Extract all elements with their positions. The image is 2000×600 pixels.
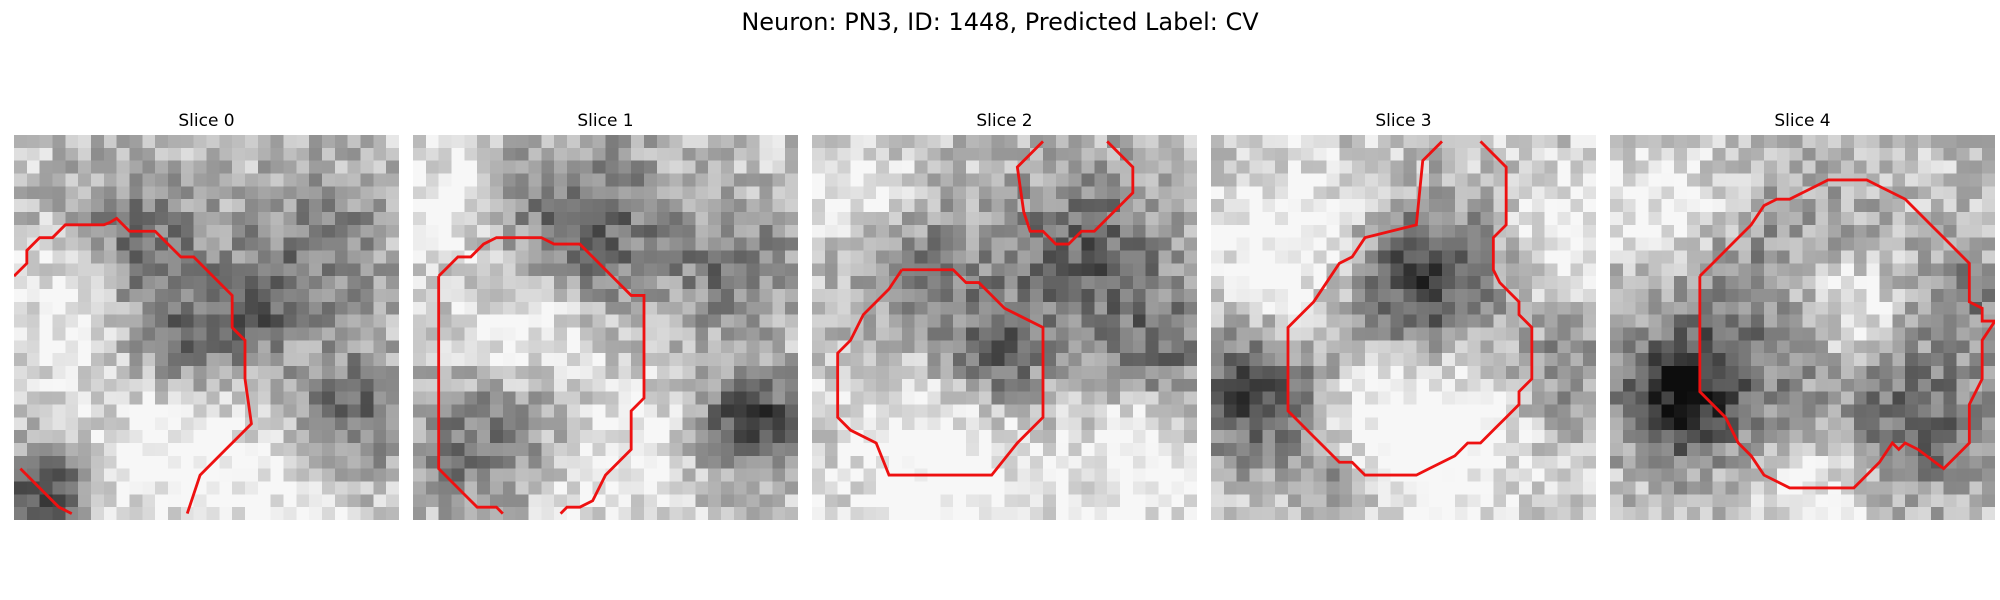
- slice-title: Slice 3: [1375, 111, 1432, 131]
- segmentation-contour: [437, 276, 504, 515]
- micrograph-canvas: [1211, 135, 1596, 520]
- slice-panel-3: Slice 3: [1211, 110, 1596, 520]
- micrograph-canvas: [14, 135, 399, 520]
- slice-panel-0: Slice 0: [14, 110, 399, 520]
- segmentation-contour: [836, 268, 1045, 477]
- slice-panel-2: Slice 2: [812, 110, 1197, 520]
- segmentation-contour: [1698, 178, 1995, 323]
- slice-image: [413, 135, 798, 520]
- segmentation-contour: [437, 236, 646, 515]
- segmentation-contour: [1286, 140, 1534, 477]
- slice-title: Slice 1: [577, 111, 634, 131]
- slice-image: [14, 135, 399, 520]
- micrograph-canvas: [413, 135, 798, 520]
- segmentation-contour: [19, 467, 73, 515]
- slice-title: Slice 0: [178, 111, 235, 131]
- micrograph-canvas: [812, 135, 1197, 520]
- slice-image: [812, 135, 1197, 520]
- micrograph-canvas: [1610, 135, 1995, 520]
- slice-title: Slice 2: [976, 111, 1033, 131]
- figure-title: Neuron: PN3, ID: 1448, Predicted Label: …: [741, 8, 1259, 36]
- segmentation-contour: [1698, 276, 1995, 490]
- slice-panel-4: Slice 4: [1610, 110, 1995, 520]
- slice-title: Slice 4: [1774, 111, 1831, 131]
- segmentation-contour: [14, 216, 253, 515]
- slice-panel-1: Slice 1: [413, 110, 798, 520]
- segmentation-contour: [1015, 140, 1135, 246]
- slice-image: [1610, 135, 1995, 520]
- slice-image: [1211, 135, 1596, 520]
